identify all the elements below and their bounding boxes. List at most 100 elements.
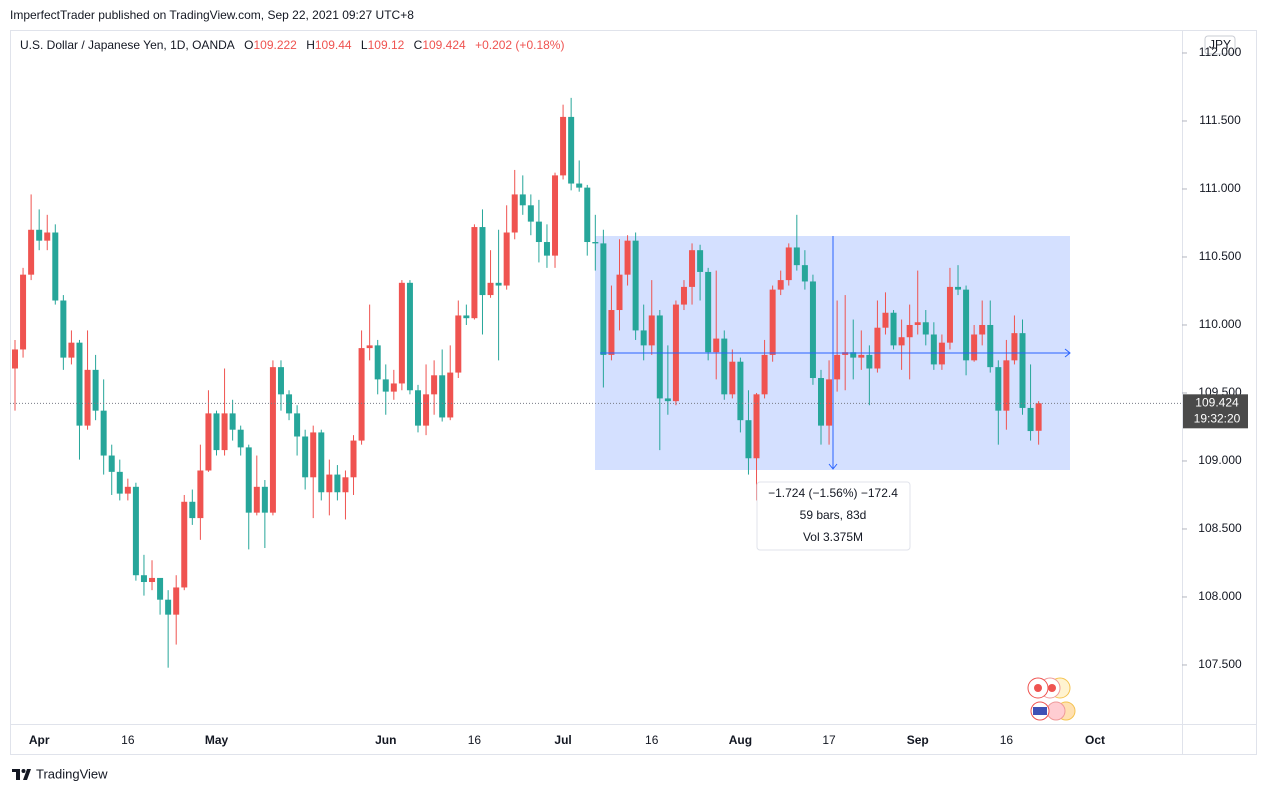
candle-body xyxy=(173,587,180,615)
candle-body xyxy=(374,345,381,380)
candle-body xyxy=(503,232,510,286)
currency-button[interactable] xyxy=(1204,35,1236,55)
candle-body xyxy=(640,330,647,346)
candle-body xyxy=(793,247,800,266)
candle-body xyxy=(471,227,478,319)
candle-body xyxy=(890,312,897,346)
x-tick-label: 16 xyxy=(468,733,482,747)
candle-body xyxy=(92,369,99,411)
candle-body xyxy=(149,577,156,583)
candle-body xyxy=(632,240,639,331)
measure-tooltip xyxy=(756,481,911,551)
candle-body xyxy=(302,436,309,478)
candle-body xyxy=(914,322,921,325)
candle-body xyxy=(326,474,333,493)
candle-body xyxy=(842,352,849,355)
candle-body xyxy=(705,271,712,353)
candle-body xyxy=(277,367,284,395)
legend: U.S. Dollar / Japanese Yen, 1D, OANDA O1… xyxy=(20,38,564,52)
candle-body xyxy=(463,315,470,319)
candle-body xyxy=(358,348,365,441)
candle-body xyxy=(76,342,83,426)
candle-body xyxy=(197,470,204,519)
candle-body xyxy=(721,338,728,395)
x-tick-label: Jun xyxy=(375,733,396,747)
candle-body xyxy=(519,194,526,206)
y-tick-label: 110.000 xyxy=(1199,317,1242,331)
y-tick-label: 111.000 xyxy=(1199,181,1241,195)
candle-body xyxy=(237,429,244,448)
candle-body xyxy=(527,205,534,222)
legend-label: O xyxy=(244,38,254,52)
candle-body xyxy=(406,282,413,391)
candle-body xyxy=(946,286,953,343)
candle-body xyxy=(608,310,615,355)
candle-body xyxy=(245,447,252,513)
y-tick-label: 108.000 xyxy=(1198,589,1242,603)
candle-body xyxy=(713,338,720,353)
candle-body xyxy=(1003,360,1010,411)
measure-label: Vol 3.375M xyxy=(803,530,863,544)
candle-body xyxy=(423,394,430,426)
x-tick-label: Aug xyxy=(729,733,752,747)
candle-body xyxy=(261,486,268,513)
candle-body xyxy=(737,361,744,421)
event-icons xyxy=(1027,677,1076,721)
candle-body xyxy=(44,232,51,241)
candle-body xyxy=(769,289,776,355)
candle-body xyxy=(189,501,196,519)
candle-body xyxy=(511,194,518,233)
candle-body xyxy=(60,300,67,358)
candle-body xyxy=(664,398,671,402)
event-icon xyxy=(1033,707,1047,715)
candle-body xyxy=(592,242,599,244)
candle-body xyxy=(108,455,115,472)
legend-value: 109.44 xyxy=(314,38,352,52)
candle-body xyxy=(487,282,494,296)
candle-body xyxy=(100,410,107,456)
candle-body xyxy=(165,599,172,615)
y-tick-label: 109.000 xyxy=(1198,453,1242,467)
countdown: 19:32:20 xyxy=(1194,411,1241,425)
candle-body xyxy=(350,440,357,478)
candle-body xyxy=(28,229,35,275)
candle-body xyxy=(535,221,542,243)
candle-body xyxy=(181,501,188,588)
measure-arrow-right xyxy=(1064,348,1071,358)
y-tick-label: 107.500 xyxy=(1198,657,1242,671)
candle-body xyxy=(1035,403,1042,431)
legend-label: C xyxy=(413,38,423,52)
candle-body xyxy=(600,243,607,355)
candle-body xyxy=(809,281,816,379)
frame xyxy=(10,30,1257,755)
candle-body xyxy=(455,315,462,373)
candle-body xyxy=(971,334,978,361)
candle-body xyxy=(745,420,752,459)
candle-body xyxy=(140,575,147,583)
candle-body xyxy=(334,474,341,493)
y-tick-label: 112.000 xyxy=(1199,45,1242,59)
candle-body xyxy=(689,250,696,287)
candle-body xyxy=(286,394,293,414)
currency[interactable]: JPY xyxy=(1209,38,1231,52)
candle-body xyxy=(576,183,583,188)
last-price-label: 109.424 xyxy=(1195,395,1239,409)
candle-body xyxy=(294,413,301,437)
candle-body xyxy=(68,342,75,358)
x-tick-label: 16 xyxy=(1000,733,1014,747)
y-tick-label: 110.500 xyxy=(1199,249,1242,263)
candle-body xyxy=(680,286,687,305)
candle-body xyxy=(858,354,865,358)
x-tick-label: 16 xyxy=(121,733,135,747)
candle-body xyxy=(12,349,18,369)
legend-label: L xyxy=(360,38,368,52)
x-tick-label: Sep xyxy=(907,733,929,747)
event-icon xyxy=(1048,684,1056,692)
candle-body xyxy=(834,354,841,380)
candle-body xyxy=(729,361,736,395)
candle-body xyxy=(479,227,486,296)
candle-body xyxy=(36,229,43,241)
y-tick-label: 108.500 xyxy=(1198,521,1242,535)
